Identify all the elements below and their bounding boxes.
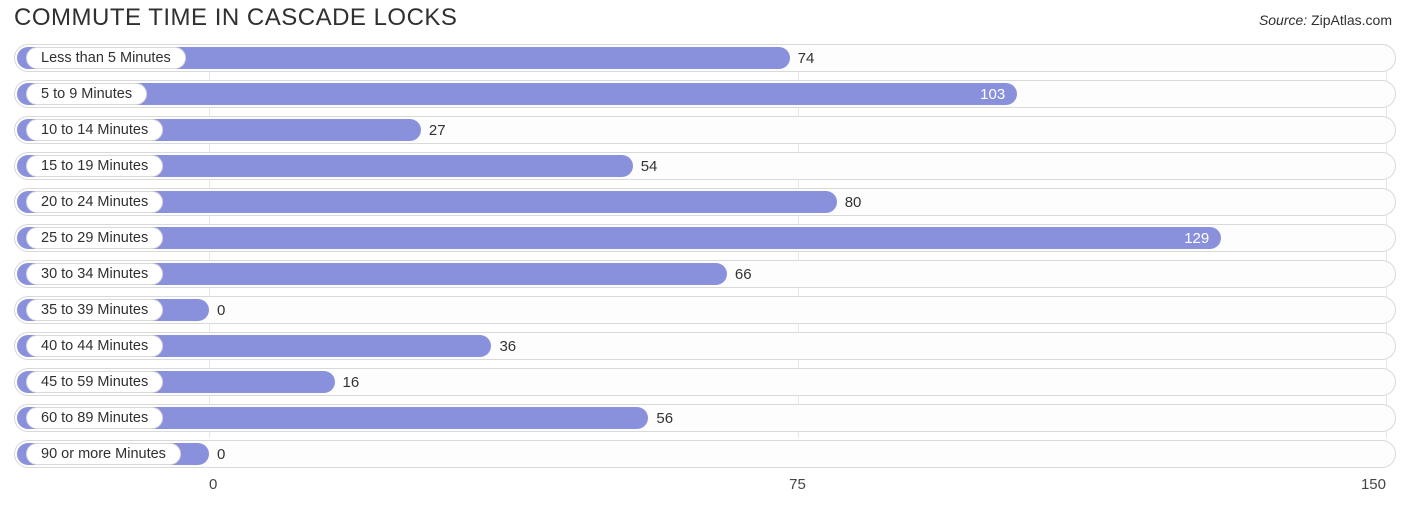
bar-value: 56 <box>648 404 673 432</box>
source-name: ZipAtlas.com <box>1311 12 1392 28</box>
bar-value: 0 <box>209 440 225 468</box>
chart-source: Source: ZipAtlas.com <box>1259 12 1392 28</box>
category-pill: 15 to 19 Minutes <box>26 155 163 177</box>
bar-value: 36 <box>491 332 516 360</box>
bar-value: 80 <box>837 188 862 216</box>
bar-value: 54 <box>633 152 658 180</box>
category-pill: 20 to 24 Minutes <box>26 191 163 213</box>
bar-value: 27 <box>421 116 446 144</box>
bar: 129 <box>17 227 1221 249</box>
bar-row: 66 30 to 34 Minutes <box>14 260 1396 288</box>
x-axis: 0 75 150 <box>14 476 1396 506</box>
category-pill: 10 to 14 Minutes <box>26 119 163 141</box>
chart-header: COMMUTE TIME IN CASCADE LOCKS Source: Zi… <box>14 4 1396 32</box>
category-pill: 45 to 59 Minutes <box>26 371 163 393</box>
bar-row: 36 40 to 44 Minutes <box>14 332 1396 360</box>
category-pill: Less than 5 Minutes <box>26 47 186 69</box>
category-pill: 25 to 29 Minutes <box>26 227 163 249</box>
bar-row: 1035 to 9 Minutes <box>14 80 1396 108</box>
bar-row: 56 60 to 89 Minutes <box>14 404 1396 432</box>
bar-row: 54 15 to 19 Minutes <box>14 152 1396 180</box>
source-label: Source: <box>1259 12 1307 28</box>
category-pill: 30 to 34 Minutes <box>26 263 163 285</box>
bar-row: 12925 to 29 Minutes <box>14 224 1396 252</box>
x-tick: 0 <box>209 476 217 493</box>
chart-container: COMMUTE TIME IN CASCADE LOCKS Source: Zi… <box>0 0 1406 523</box>
bar-row: 27 10 to 14 Minutes <box>14 116 1396 144</box>
bar: 103 <box>17 83 1017 105</box>
chart-area: 74 Less than 5 Minutes 1035 to 9 Minutes 27… <box>14 44 1396 506</box>
x-tick: 75 <box>789 476 806 493</box>
category-pill: 60 to 89 Minutes <box>26 407 163 429</box>
bar-row: 74 Less than 5 Minutes <box>14 44 1396 72</box>
bar-value: 66 <box>727 260 752 288</box>
bar-value: 16 <box>335 368 360 396</box>
bar-row: 16 45 to 59 Minutes <box>14 368 1396 396</box>
category-pill: 35 to 39 Minutes <box>26 299 163 321</box>
category-pill: 5 to 9 Minutes <box>26 83 147 105</box>
x-tick: 150 <box>1361 476 1386 493</box>
chart-plot: 74 Less than 5 Minutes 1035 to 9 Minutes 27… <box>14 44 1396 468</box>
bar-row: 0 90 or more Minutes <box>14 440 1396 468</box>
bar-row: 80 20 to 24 Minutes <box>14 188 1396 216</box>
bar-value: 74 <box>790 44 815 72</box>
category-pill: 90 or more Minutes <box>26 443 181 465</box>
bar-row: 0 35 to 39 Minutes <box>14 296 1396 324</box>
bar-value: 0 <box>209 296 225 324</box>
category-pill: 40 to 44 Minutes <box>26 335 163 357</box>
chart-title: COMMUTE TIME IN CASCADE LOCKS <box>14 4 457 32</box>
